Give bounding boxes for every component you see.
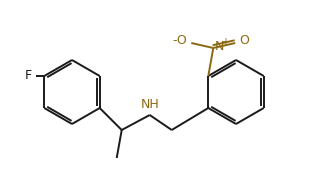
- Text: NH: NH: [140, 98, 159, 111]
- Text: -O: -O: [173, 35, 187, 48]
- Text: F: F: [25, 69, 32, 82]
- Text: N: N: [214, 41, 224, 54]
- Text: +: +: [221, 37, 229, 47]
- Text: O: O: [239, 35, 249, 48]
